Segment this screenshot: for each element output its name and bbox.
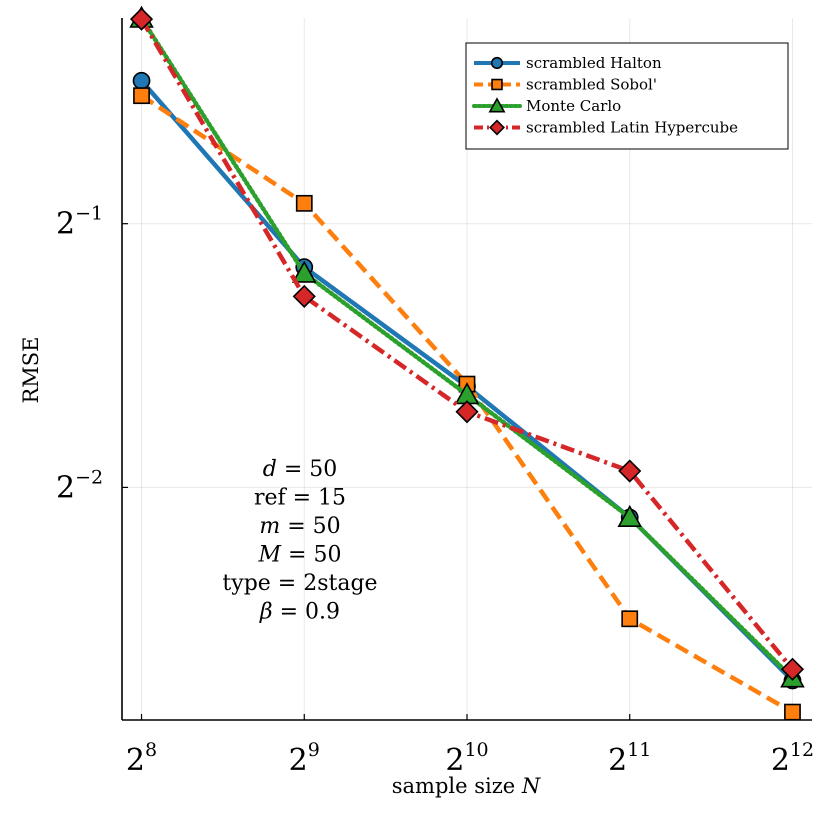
legend-box [465,42,789,150]
data-point [132,71,151,90]
data-point [295,194,313,212]
legend-marker [488,97,506,113]
series-scrambled-latin-hypercube [129,7,805,681]
series-layer [129,5,805,721]
annotation-line: type = 2stage [222,571,377,596]
annotation-line: m = 50 [259,514,340,539]
x-tick-label: 28 [126,739,157,778]
data-point [292,284,316,309]
legend-marker [490,56,504,70]
annotation-line: M = 50 [258,543,342,568]
tick-labels: 28 29 210 211 212 2−1 2−2 [56,203,814,778]
data-point [291,260,317,283]
x-axis-label: sample size N [392,774,541,798]
y-axis-label: RMSE [19,336,43,403]
legend-label: Monte Carlo [526,97,621,115]
legend-item: scrambled Sobol' [474,76,657,94]
x-tick-label: 211 [608,739,651,778]
x-tick-label: 210 [445,739,488,778]
legend-item: Monte Carlo [472,97,621,115]
parameter-annotation: d = 50 ref = 15 m = 50 M = 50 type = 2stage β… [222,457,377,625]
data-point [618,459,642,483]
data-point [617,504,643,528]
data-point [455,400,479,424]
legend: scrambled Halton scrambled Sobol' Monte Ca… [465,42,789,150]
legend-marker [489,119,505,136]
annotation-line: ref = 15 [254,486,346,511]
y-tick-label: 2−1 [56,203,103,242]
series-line [140,93,794,715]
x-tick-label: 29 [289,739,320,778]
data-point [133,87,150,105]
annotation-line: d = 50 [263,457,338,482]
legend-label: scrambled Latin Hypercube [526,119,738,137]
legend-label: scrambled Sobol' [526,76,657,94]
data-point [784,703,801,721]
y-tick-label: 2−2 [56,466,103,505]
legend-item: scrambled Halton [474,54,662,72]
x-tick-label: 212 [771,739,814,778]
legend-label: scrambled Halton [526,54,662,72]
data-point [780,657,805,681]
annotation-line: β = 0.9 [259,600,340,625]
data-point [621,610,639,628]
legend-marker [491,78,503,91]
legend-item: scrambled Latin Hypercube [474,119,738,137]
data-point [129,7,154,31]
